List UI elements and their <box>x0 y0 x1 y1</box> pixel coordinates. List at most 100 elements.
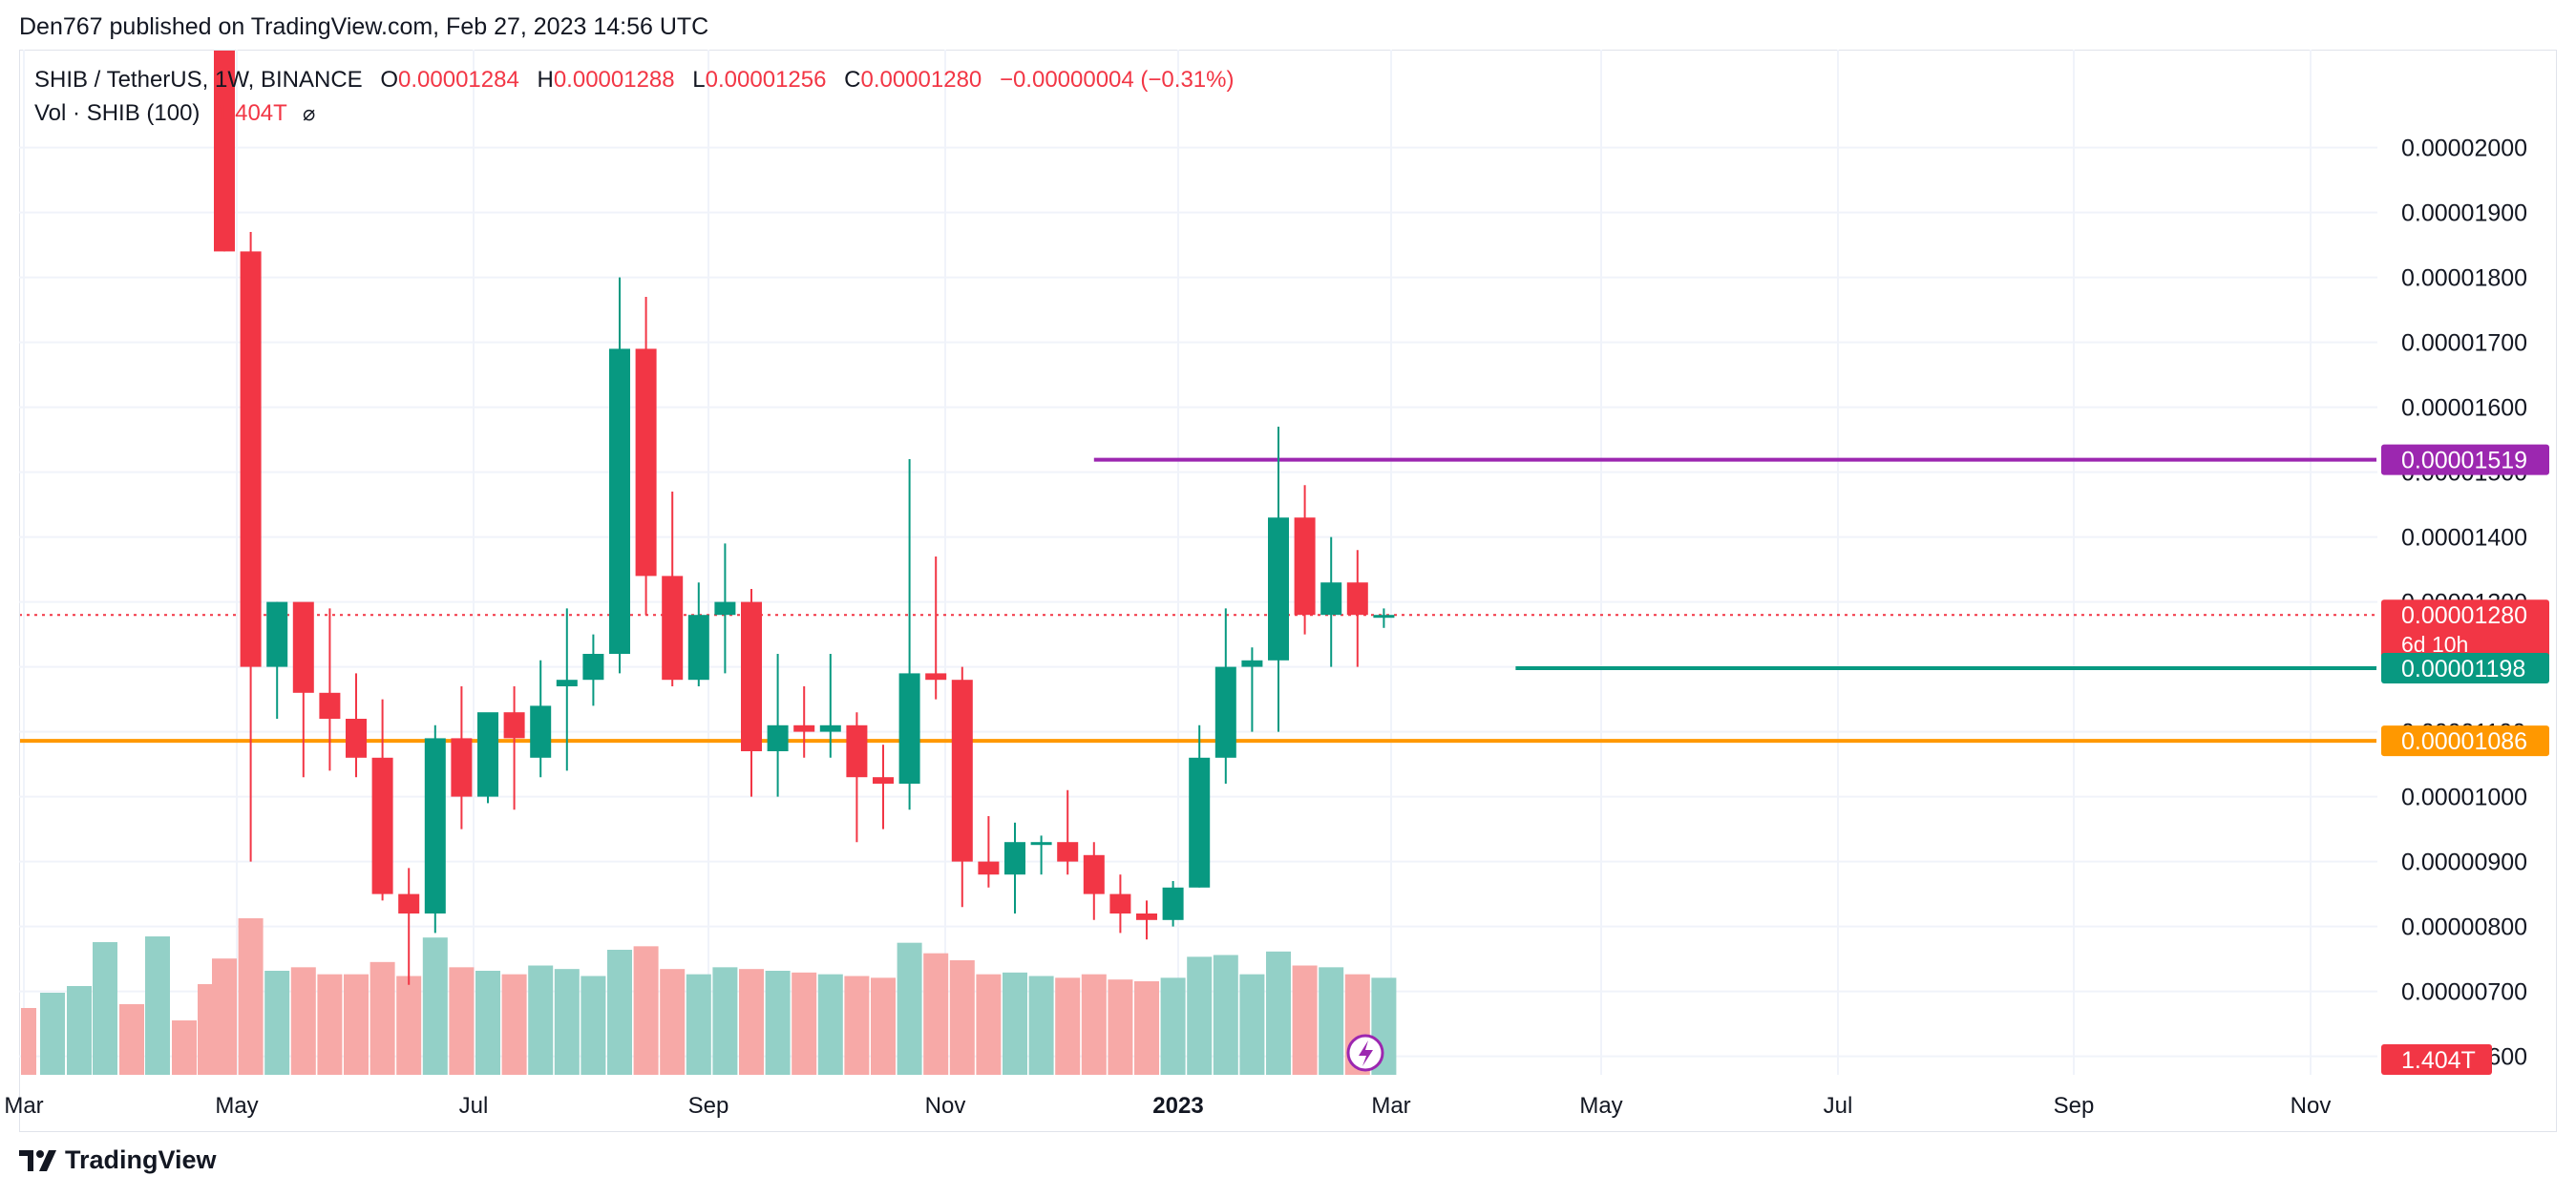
candle[interactable] <box>451 686 473 830</box>
volume-bar[interactable] <box>264 971 290 1076</box>
candle[interactable] <box>1030 835 1052 875</box>
candle[interactable] <box>873 745 894 830</box>
volume-bar[interactable] <box>422 937 448 1076</box>
candle[interactable] <box>1109 874 1131 934</box>
volume-bar[interactable] <box>238 918 264 1076</box>
volume-bar[interactable] <box>1187 956 1213 1076</box>
volume-bar[interactable] <box>765 971 791 1076</box>
volume-bar[interactable] <box>817 974 843 1076</box>
volume-bar[interactable] <box>370 961 395 1076</box>
candle[interactable] <box>662 492 684 686</box>
volume-bar[interactable] <box>1108 979 1133 1076</box>
volume-bar[interactable] <box>712 967 738 1076</box>
candle[interactable] <box>1162 881 1184 927</box>
volume-bar[interactable] <box>949 960 975 1076</box>
candle[interactable] <box>556 608 578 771</box>
volume-bar[interactable] <box>607 950 632 1076</box>
volume-bar[interactable] <box>198 984 222 1076</box>
candle[interactable] <box>1294 485 1316 635</box>
tradingview-footer[interactable]: TradingView <box>19 1145 217 1175</box>
price-label[interactable]: 0.00001086 <box>2381 725 2549 757</box>
candle[interactable] <box>978 816 1000 888</box>
candle[interactable] <box>1241 647 1263 732</box>
candle[interactable] <box>846 712 868 843</box>
candle[interactable] <box>266 601 288 719</box>
volume-bar[interactable] <box>686 974 711 1076</box>
volume-bar[interactable] <box>1160 977 1186 1076</box>
candle[interactable] <box>898 459 920 810</box>
candle[interactable] <box>1057 789 1079 875</box>
volume-bar[interactable] <box>1055 977 1081 1076</box>
candle[interactable] <box>767 654 789 797</box>
candle[interactable] <box>1346 550 1368 667</box>
candle[interactable] <box>714 543 736 674</box>
price-label[interactable]: 0.00001198 <box>2381 652 2549 683</box>
candle[interactable] <box>1373 608 1395 628</box>
candle[interactable] <box>951 666 973 908</box>
candle[interactable] <box>1320 536 1342 667</box>
candle[interactable] <box>687 582 709 686</box>
volume-bar[interactable] <box>1292 965 1318 1077</box>
volume-bar[interactable] <box>449 967 475 1076</box>
candle[interactable] <box>1136 900 1157 940</box>
volume-label[interactable]: Vol · SHIB (100) <box>34 100 201 126</box>
volume-bar[interactable] <box>317 974 343 1076</box>
candle[interactable] <box>240 232 262 862</box>
volume-bar[interactable] <box>290 967 316 1076</box>
candle[interactable] <box>1189 724 1211 888</box>
volume-bar[interactable] <box>1239 974 1265 1076</box>
candle[interactable] <box>346 673 367 778</box>
candle[interactable] <box>371 699 393 901</box>
candle[interactable] <box>1268 427 1289 732</box>
candle[interactable] <box>1083 842 1105 920</box>
symbol-title[interactable]: SHIB / TetherUS, 1W, BINANCE <box>34 67 363 93</box>
volume-bar[interactable] <box>660 969 686 1076</box>
candle[interactable] <box>398 868 420 985</box>
volume-bar[interactable] <box>93 942 117 1076</box>
volume-axis-label[interactable]: 1.404T <box>2381 1044 2492 1075</box>
volume-bar[interactable] <box>396 976 422 1077</box>
candle[interactable] <box>582 634 604 706</box>
volume-bar[interactable] <box>1266 951 1291 1076</box>
volume-bar[interactable] <box>1081 974 1107 1076</box>
candle[interactable] <box>477 712 498 804</box>
volume-bar[interactable] <box>21 1008 36 1076</box>
candle[interactable] <box>503 686 525 810</box>
volume-bar[interactable] <box>1319 967 1344 1076</box>
candle[interactable] <box>1004 822 1025 914</box>
volume-bar[interactable] <box>633 946 659 1076</box>
volume-bar[interactable] <box>501 974 527 1076</box>
volume-bar[interactable] <box>40 993 65 1076</box>
volume-bar[interactable] <box>897 942 922 1076</box>
candle[interactable] <box>1214 608 1236 784</box>
volume-bar[interactable] <box>67 986 92 1076</box>
volume-bar[interactable] <box>145 936 170 1076</box>
hidden-eye-icon[interactable]: ⌀ <box>303 101 316 125</box>
candle[interactable] <box>319 608 341 771</box>
candle[interactable] <box>530 660 552 778</box>
price-label[interactable]: 0.00001519 <box>2381 444 2549 475</box>
candle[interactable] <box>793 686 815 758</box>
price-label[interactable]: 0.00001280 6d 10h <box>2381 599 2549 660</box>
candle[interactable] <box>819 654 841 758</box>
candle[interactable] <box>214 0 235 252</box>
candle[interactable] <box>741 589 762 797</box>
volume-bar[interactable] <box>475 971 500 1076</box>
volume-bar[interactable] <box>923 953 949 1076</box>
volume-bar[interactable] <box>792 972 817 1076</box>
candle[interactable] <box>609 277 630 674</box>
candle[interactable] <box>424 724 446 934</box>
candle[interactable] <box>292 601 314 778</box>
volume-bar[interactable] <box>344 974 369 1076</box>
volume-bar[interactable] <box>1134 981 1159 1076</box>
volume-bar[interactable] <box>976 974 1002 1076</box>
volume-bar[interactable] <box>844 976 870 1077</box>
volume-bar[interactable] <box>119 1004 144 1076</box>
volume-bar[interactable] <box>739 969 764 1076</box>
volume-bar[interactable] <box>581 976 606 1077</box>
volume-bar[interactable] <box>554 969 580 1076</box>
volume-bar[interactable] <box>1213 955 1238 1077</box>
volume-bar[interactable] <box>172 1020 197 1076</box>
candle[interactable] <box>635 297 657 616</box>
